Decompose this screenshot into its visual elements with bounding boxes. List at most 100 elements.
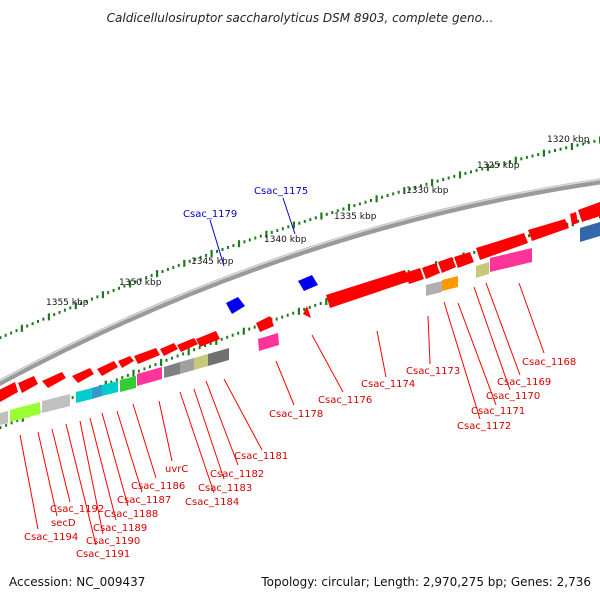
connector-line	[473, 286, 511, 391]
gene-label-csac-1191[interactable]: Csac_1191	[76, 549, 130, 560]
minor-tick	[126, 373, 129, 377]
minor-tick	[577, 219, 580, 223]
minor-tick	[325, 212, 328, 216]
gene-label-csac-1189[interactable]: Csac_1189	[93, 523, 147, 534]
gene-box[interactable]	[76, 388, 92, 403]
major-tick	[403, 187, 406, 195]
gene-box[interactable]	[476, 262, 489, 278]
gene-arrow[interactable]	[303, 306, 311, 318]
gene-arrow[interactable]	[0, 382, 18, 402]
minor-tick	[419, 184, 422, 188]
connector-line	[132, 403, 157, 479]
gene-arrow[interactable]	[160, 343, 178, 356]
gene-arrow[interactable]	[42, 372, 66, 388]
gene-label-csac-1171[interactable]: Csac_1171	[471, 406, 525, 417]
rna-gene-arrow[interactable]	[298, 275, 318, 291]
minor-tick	[525, 155, 528, 159]
minor-tick	[492, 164, 495, 168]
minor-tick	[414, 185, 417, 189]
gene-arrow[interactable]	[97, 361, 118, 376]
minor-tick	[71, 396, 74, 400]
gene-box[interactable]	[490, 248, 532, 272]
gene-arrow[interactable]	[405, 268, 424, 284]
minor-tick	[194, 257, 197, 261]
gene-arrow[interactable]	[326, 270, 410, 308]
gene-label-csac-1170[interactable]: Csac_1170	[486, 391, 540, 402]
gene-box[interactable]	[42, 394, 70, 413]
minor-tick	[0, 336, 2, 340]
gene-box[interactable]	[180, 358, 194, 374]
gene-arrow[interactable]	[18, 376, 38, 393]
gene-label-csac-1178[interactable]: Csac_1178	[269, 409, 323, 420]
gene-arrow[interactable]	[476, 233, 528, 260]
minor-tick	[576, 143, 579, 147]
gene-arrow[interactable]	[570, 212, 578, 225]
gene-label-csac-1176[interactable]: Csac_1176	[318, 395, 372, 406]
gene-box[interactable]	[0, 411, 8, 425]
gene-arrow[interactable]	[196, 331, 220, 347]
major-tick	[458, 171, 462, 179]
gene-arrow[interactable]	[454, 252, 474, 268]
major-tick	[74, 302, 77, 310]
kbp-label-1340: 1340 kbp	[264, 235, 307, 245]
gene-label-csac-1181[interactable]: Csac_1181	[234, 451, 288, 462]
gene-label-csac-1168[interactable]: Csac_1168	[522, 357, 576, 368]
gene-box[interactable]	[10, 402, 40, 422]
rna-gene-arrow[interactable]	[226, 297, 245, 314]
gene-box[interactable]	[580, 222, 600, 242]
gene-label-csac-1179[interactable]: Csac_1179	[183, 209, 237, 220]
gene-label-csac-1187[interactable]: Csac_1187	[117, 495, 171, 506]
gene-label-csac-1183[interactable]: Csac_1183	[198, 483, 252, 494]
connector-line	[485, 282, 521, 376]
gene-label-secd[interactable]: secD	[51, 518, 76, 529]
minor-tick	[166, 267, 169, 271]
gene-box[interactable]	[102, 381, 118, 396]
gene-box[interactable]	[194, 354, 208, 370]
minor-tick	[298, 221, 301, 225]
minor-tick	[276, 229, 279, 232]
gene-box[interactable]	[442, 276, 458, 291]
gene-arrow[interactable]	[72, 368, 94, 383]
gene-box[interactable]	[426, 281, 442, 296]
gene-arrow[interactable]	[256, 316, 274, 332]
gene-box[interactable]	[92, 385, 102, 399]
minor-tick	[254, 236, 257, 240]
gene-label-csac-1186[interactable]: Csac_1186	[131, 481, 185, 492]
gene-label-csac-1175[interactable]: Csac_1175	[254, 186, 308, 197]
minor-tick	[308, 305, 311, 309]
gene-label-csac-1172[interactable]: Csac_1172	[457, 421, 511, 432]
gene-box[interactable]	[258, 333, 279, 351]
gene-box[interactable]	[137, 367, 162, 386]
genome-backbone	[0, 178, 600, 387]
gene-arrow[interactable]	[528, 219, 569, 241]
gene-label-csac-1192[interactable]: Csac_1192	[50, 504, 104, 515]
gene-box[interactable]	[164, 362, 180, 378]
gene-label-csac-1182[interactable]: Csac_1182	[210, 469, 264, 480]
major-tick	[297, 307, 300, 315]
gene-arrow[interactable]	[134, 348, 160, 364]
gene-arrow[interactable]	[438, 257, 456, 273]
gene-label-csac-1190[interactable]: Csac_1190	[86, 536, 140, 547]
gene-arrow[interactable]	[578, 202, 600, 222]
gene-arrow[interactable]	[118, 356, 134, 368]
minor-tick	[475, 168, 478, 172]
gene-label-csac-1169[interactable]: Csac_1169	[497, 377, 551, 388]
gene-label-uvrc[interactable]: uvrC	[165, 464, 188, 475]
gene-arrow[interactable]	[422, 263, 440, 279]
gene-arrow[interactable]	[177, 338, 198, 352]
minor-tick	[118, 286, 120, 290]
minor-tick	[364, 200, 367, 204]
gene-label-csac-1194[interactable]: Csac_1194	[24, 532, 78, 543]
gene-label-csac-1184[interactable]: Csac_1184	[185, 497, 239, 508]
minor-tick	[10, 331, 13, 335]
gene-label-csac-1188[interactable]: Csac_1188	[104, 509, 158, 520]
minor-tick	[177, 263, 180, 267]
minor-tick	[503, 161, 506, 165]
major-tick	[570, 143, 573, 150]
minor-tick	[69, 306, 72, 310]
gene-box[interactable]	[120, 376, 136, 392]
gene-box[interactable]	[208, 348, 229, 366]
connector-line	[51, 428, 71, 503]
gene-label-csac-1174[interactable]: Csac_1174	[361, 379, 415, 390]
gene-label-csac-1173[interactable]: Csac_1173	[406, 366, 460, 377]
